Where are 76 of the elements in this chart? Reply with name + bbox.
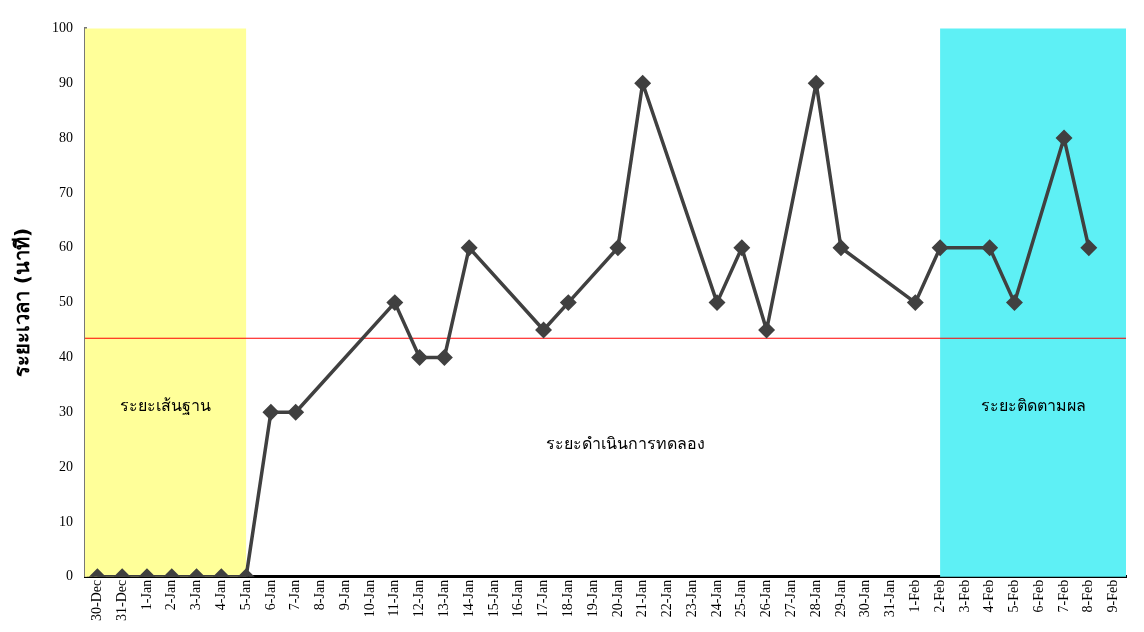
x-tick-label: 19-Jan xyxy=(584,579,600,618)
annotation: ระยะดำเนินการทดลอง xyxy=(546,434,705,454)
y-tick-label: 70 xyxy=(59,184,73,200)
x-tick-label: 8-Feb xyxy=(1080,579,1096,613)
x-tick-label: 4-Jan xyxy=(212,579,228,611)
x-tick-label: 1-Feb xyxy=(906,579,922,613)
point xyxy=(287,404,304,421)
x-tick-label: 30-Dec xyxy=(89,579,105,621)
x-tick-label: 27-Jan xyxy=(783,579,799,618)
point xyxy=(560,294,577,311)
y-tick-label: 0 xyxy=(66,568,73,584)
y-tick-label: 10 xyxy=(59,513,73,529)
x-tick-label: 3-Jan xyxy=(188,579,204,611)
x-tick-label: 18-Jan xyxy=(559,579,575,618)
x-tick-label: 6-Jan xyxy=(262,579,278,611)
x-tick-label: 23-Jan xyxy=(683,579,699,618)
point xyxy=(1081,240,1097,256)
y-tick-label: 80 xyxy=(59,129,73,145)
point xyxy=(734,240,750,256)
band-label: ระยะเส้นฐาน xyxy=(120,395,212,415)
x-tick-label: 31-Jan xyxy=(882,579,898,618)
point xyxy=(387,294,403,311)
x-tick-label: 21-Jan xyxy=(634,579,650,618)
x-tick-label: 13-Jan xyxy=(436,579,452,618)
x-tick-label: 31-Dec xyxy=(113,579,129,621)
x-tick-label: 11-Jan xyxy=(386,579,402,617)
x-tick-label: 15-Jan xyxy=(485,579,501,618)
x-tick-label: 10-Jan xyxy=(361,579,377,618)
point xyxy=(263,404,279,421)
point xyxy=(709,294,725,311)
point xyxy=(833,240,849,256)
x-tick-label: 4-Feb xyxy=(981,579,997,613)
x-tick-label: 6-Feb xyxy=(1030,579,1046,613)
x-tick-label: 7-Jan xyxy=(287,579,303,611)
y-tick-label: 30 xyxy=(59,403,73,419)
x-tick-label: 9-Feb xyxy=(1105,579,1121,613)
x-tick-label: 5-Feb xyxy=(1006,579,1022,613)
x-tick-label: 22-Jan xyxy=(659,579,675,618)
y-axis-title: ระยะเวลา (นาที) xyxy=(10,227,35,378)
point xyxy=(411,349,428,366)
x-tick-label: 25-Jan xyxy=(733,579,749,618)
y-tick-label: 50 xyxy=(59,294,73,310)
point xyxy=(1056,130,1072,146)
x-tick-label: 14-Jan xyxy=(460,579,476,618)
x-tick-label: 24-Jan xyxy=(708,579,724,618)
x-tick-label: 29-Jan xyxy=(832,579,848,618)
point xyxy=(610,240,626,256)
x-tick-label: 16-Jan xyxy=(510,579,526,618)
x-tick-label: 5-Jan xyxy=(237,579,253,611)
x-tick-label: 28-Jan xyxy=(807,579,823,618)
y-tick-label: 100 xyxy=(52,20,73,36)
x-tick-label: 20-Jan xyxy=(609,579,625,618)
x-tick-label: 1-Jan xyxy=(138,579,154,611)
y-tick-label: 40 xyxy=(59,349,73,365)
x-tick-label: 2-Feb xyxy=(931,579,947,613)
point xyxy=(758,322,775,338)
point xyxy=(907,294,924,311)
y-tick-label: 20 xyxy=(59,458,73,474)
x-tick-label: 3-Feb xyxy=(956,579,972,613)
band-label: ระยะติดตามผล xyxy=(980,395,1086,415)
y-tick-label: 60 xyxy=(59,239,73,255)
x-tick-label: 8-Jan xyxy=(312,579,328,611)
x-tick-label: 2-Jan xyxy=(163,579,179,611)
point xyxy=(932,240,948,256)
x-tick-label: 26-Jan xyxy=(758,579,774,618)
x-tick-label: 30-Jan xyxy=(857,579,873,618)
x-tick-label: 7-Feb xyxy=(1055,579,1071,613)
point xyxy=(1006,294,1023,311)
x-tick-label: 17-Jan xyxy=(535,579,551,618)
y-tick-label: 90 xyxy=(59,74,73,90)
x-tick-label: 12-Jan xyxy=(411,579,427,618)
x-tick-label: 9-Jan xyxy=(336,579,352,611)
point xyxy=(461,240,477,256)
point xyxy=(981,240,998,256)
point xyxy=(436,349,453,366)
point xyxy=(535,322,552,338)
